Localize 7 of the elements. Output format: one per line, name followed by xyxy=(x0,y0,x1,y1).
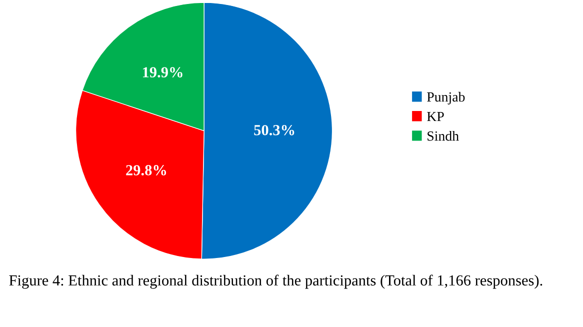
caption: Figure 4: Ethnic and regional distribution of the participants (Total of 1,166 responses). xyxy=(9,274,542,289)
data-label: 50.3% xyxy=(254,124,294,136)
legend-label: Punjab xyxy=(427,92,465,104)
legend-label: Sindh xyxy=(428,130,459,141)
data-label: 19.9% xyxy=(142,67,182,78)
legend-label: KP xyxy=(427,112,444,122)
data-label: 29.8% xyxy=(126,165,166,176)
